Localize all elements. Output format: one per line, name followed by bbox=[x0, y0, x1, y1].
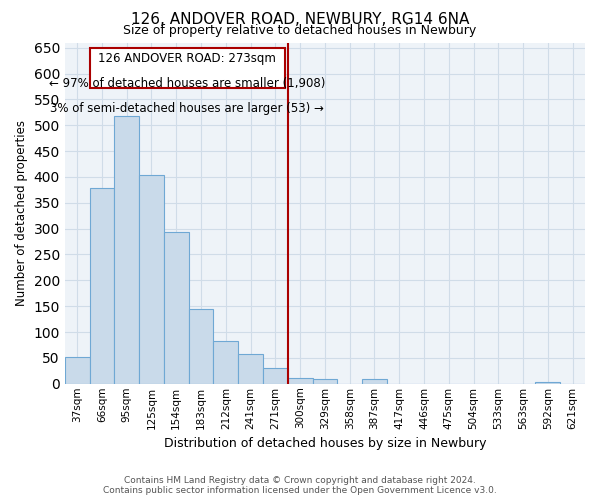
Bar bbox=[313, 378, 337, 384]
Bar bbox=[89, 188, 115, 384]
Text: Contains public sector information licensed under the Open Government Licence v3: Contains public sector information licen… bbox=[103, 486, 497, 495]
Bar bbox=[214, 342, 238, 384]
Bar bbox=[65, 357, 89, 384]
X-axis label: Distribution of detached houses by size in Newbury: Distribution of detached houses by size … bbox=[164, 437, 486, 450]
Bar bbox=[115, 116, 139, 384]
Bar bbox=[362, 378, 387, 384]
Text: 3% of semi-detached houses are larger (53) →: 3% of semi-detached houses are larger (5… bbox=[50, 102, 325, 115]
Text: 126, ANDOVER ROAD, NEWBURY, RG14 6NA: 126, ANDOVER ROAD, NEWBURY, RG14 6NA bbox=[131, 12, 469, 28]
Text: Size of property relative to detached houses in Newbury: Size of property relative to detached ho… bbox=[124, 24, 476, 37]
Bar bbox=[164, 232, 188, 384]
Text: ← 97% of detached houses are smaller (1,908): ← 97% of detached houses are smaller (1,… bbox=[49, 78, 326, 90]
Bar bbox=[263, 368, 288, 384]
Bar bbox=[535, 382, 560, 384]
Text: 126 ANDOVER ROAD: 273sqm: 126 ANDOVER ROAD: 273sqm bbox=[98, 52, 277, 65]
Bar bbox=[139, 176, 164, 384]
Bar bbox=[89, 48, 285, 88]
Text: Contains HM Land Registry data © Crown copyright and database right 2024.: Contains HM Land Registry data © Crown c… bbox=[124, 476, 476, 485]
Y-axis label: Number of detached properties: Number of detached properties bbox=[15, 120, 28, 306]
Bar bbox=[188, 310, 214, 384]
Bar bbox=[288, 378, 313, 384]
Bar bbox=[238, 354, 263, 384]
